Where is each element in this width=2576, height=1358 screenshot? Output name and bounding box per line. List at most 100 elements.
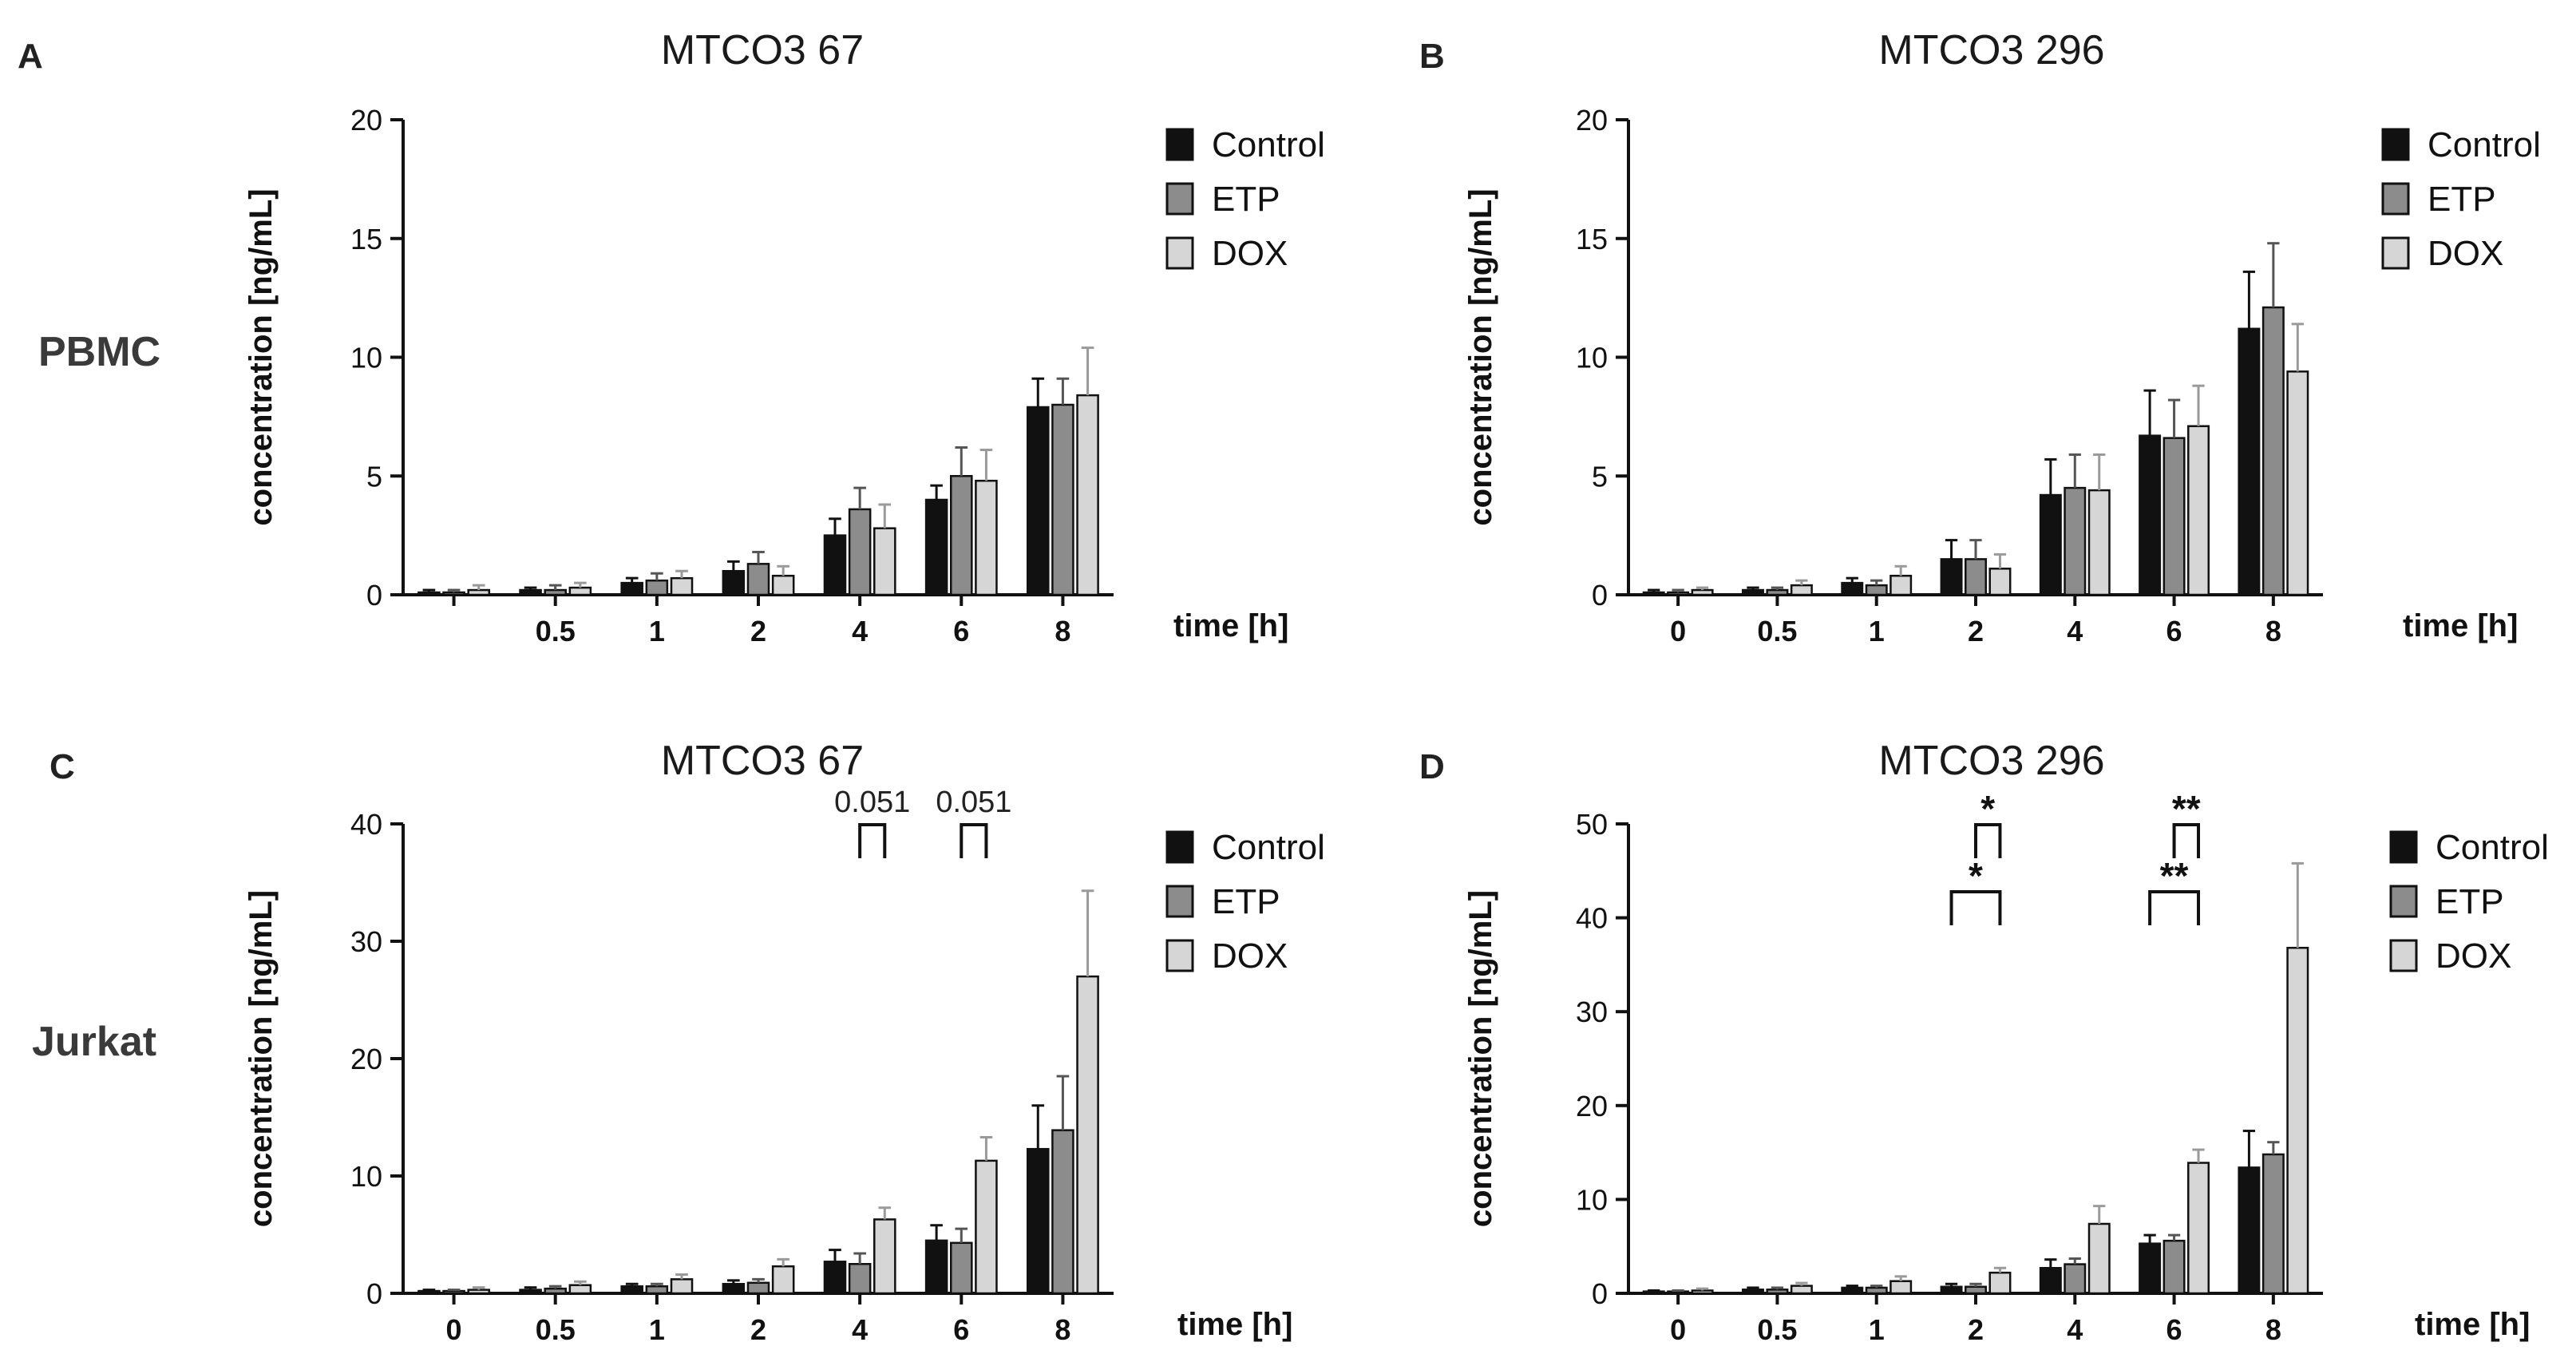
legend-swatch-dox bbox=[2389, 939, 2418, 972]
y-axis-label: concentration [ng/mL] bbox=[1463, 890, 1498, 1227]
bar-control bbox=[620, 581, 643, 596]
bar-dox bbox=[2286, 946, 2309, 1295]
bar-dox bbox=[873, 527, 896, 596]
legend-swatch-control bbox=[1165, 830, 1194, 864]
bar-control bbox=[1841, 581, 1864, 596]
bar-dox bbox=[1889, 574, 1913, 596]
significance-label: ** bbox=[2160, 855, 2189, 897]
x-tick-label: 6 bbox=[953, 1313, 969, 1346]
bar-control bbox=[2238, 327, 2261, 596]
x-tick-label: 8 bbox=[2265, 615, 2281, 647]
bar-dox bbox=[467, 1289, 491, 1295]
y-tick-label: 0 bbox=[366, 579, 382, 612]
legend-label-control: Control bbox=[1212, 125, 1325, 164]
bar-etp bbox=[1965, 558, 1987, 596]
bar-etp bbox=[746, 563, 770, 596]
legend-swatch-etp bbox=[2389, 885, 2418, 918]
legend-label-etp: ETP bbox=[2436, 882, 2504, 921]
x-tick-label: 4 bbox=[852, 1313, 868, 1346]
y-tick-label: 10 bbox=[1576, 1183, 1608, 1216]
bar-control bbox=[1741, 588, 1764, 596]
chart-title: MTCO3 296 bbox=[1878, 27, 2104, 73]
legend-label-dox: DOX bbox=[1212, 234, 1288, 273]
chart-panel-c: MTCO3 67 concentration [ng/mL] time [h] 0 10… bbox=[243, 738, 1325, 1346]
x-tick-label: 1 bbox=[649, 615, 665, 647]
bar-control bbox=[823, 1261, 847, 1295]
bar-etp bbox=[950, 475, 973, 596]
bar-etp bbox=[544, 1287, 567, 1295]
x-tick-label: 0 bbox=[1670, 615, 1686, 647]
x-axis-label: time [h] bbox=[1173, 608, 1288, 643]
x-tick-label: 6 bbox=[2166, 615, 2182, 647]
chart-panel-a: MTCO3 67 concentration [ng/mL] time [h] 0 5 1… bbox=[243, 27, 1325, 647]
x-tick-label: 0 bbox=[446, 1313, 462, 1346]
x-tick-label: 2 bbox=[750, 1313, 766, 1346]
legend-label-control: Control bbox=[1212, 828, 1325, 867]
x-tick-label: 8 bbox=[2265, 1313, 2281, 1346]
bar-etp bbox=[1766, 1289, 1789, 1295]
bar-dox bbox=[2087, 1222, 2111, 1295]
bar-etp bbox=[1865, 584, 1888, 596]
x-tick-label: 1 bbox=[649, 1313, 665, 1346]
bar-control bbox=[1940, 1285, 1963, 1295]
bar-etp bbox=[645, 579, 669, 596]
chart-panel-b: MTCO3 296 concentration [ng/mL] time [h] 0 5… bbox=[1463, 27, 2541, 647]
chart-title: MTCO3 296 bbox=[1878, 738, 2104, 784]
y-tick-label: 5 bbox=[366, 460, 382, 493]
y-axis-label: concentration [ng/mL] bbox=[243, 890, 279, 1227]
significance-bracket bbox=[2172, 823, 2201, 858]
y-tick-label: 0 bbox=[1592, 579, 1608, 612]
significance-bracket bbox=[960, 823, 988, 858]
bar-dox bbox=[670, 1278, 694, 1295]
x-axis-label: time [h] bbox=[2415, 1307, 2530, 1342]
x-tick-label: 6 bbox=[953, 615, 969, 647]
x-tick-label: 4 bbox=[2067, 615, 2083, 647]
y-tick-label: 30 bbox=[350, 925, 382, 958]
bar-dox bbox=[2286, 370, 2309, 596]
bar-dox bbox=[1988, 568, 2012, 596]
bar-dox bbox=[1691, 588, 1714, 596]
chart-panel-d: MTCO3 296 concentration [ng/mL] time [h] 0 1… bbox=[1463, 738, 2549, 1346]
legend-swatch-etp bbox=[1165, 885, 1194, 918]
y-tick-label: 40 bbox=[350, 808, 382, 841]
bar-etp bbox=[848, 508, 872, 596]
x-tick-label: 4 bbox=[852, 615, 868, 647]
bar-dox bbox=[1988, 1271, 2012, 1295]
bar-etp bbox=[1965, 1285, 1987, 1295]
bar-control bbox=[722, 1282, 746, 1295]
bar-control bbox=[1026, 1147, 1050, 1295]
significance-label: * bbox=[1980, 788, 1995, 829]
x-axis-label: time [h] bbox=[1177, 1307, 1292, 1342]
bar-control bbox=[823, 534, 847, 596]
x-tick-label: 8 bbox=[1055, 615, 1070, 647]
significance-label: ** bbox=[2172, 788, 2201, 829]
bar-dox bbox=[1076, 394, 1099, 596]
y-tick-label: 10 bbox=[350, 1160, 382, 1193]
bar-control bbox=[620, 1285, 643, 1295]
legend-swatch-dox bbox=[1165, 939, 1194, 972]
bar-etp bbox=[746, 1281, 770, 1295]
y-axis-label: concentration [ng/mL] bbox=[1463, 188, 1498, 525]
bar-dox bbox=[1889, 1280, 1913, 1295]
legend-swatch-control bbox=[2381, 128, 2410, 161]
x-tick-label: 1 bbox=[1869, 1313, 1885, 1346]
y-tick-label: 15 bbox=[350, 223, 382, 255]
chart-title: MTCO3 67 bbox=[661, 738, 864, 784]
bar-etp bbox=[848, 1263, 872, 1295]
bar-control bbox=[1940, 558, 1963, 596]
bar-etp bbox=[1667, 1290, 1690, 1295]
legend-label-dox: DOX bbox=[2436, 936, 2511, 976]
bar-control bbox=[722, 570, 746, 596]
bar-control bbox=[519, 1289, 542, 1295]
row-label-jurkat: Jurkat bbox=[32, 1019, 156, 1065]
legend-label-dox: DOX bbox=[2428, 234, 2503, 273]
y-tick-label: 10 bbox=[350, 342, 382, 374]
legend-swatch-control bbox=[2389, 830, 2418, 864]
bar-etp bbox=[2162, 1239, 2186, 1295]
x-tick-label: 0.5 bbox=[1757, 1313, 1797, 1346]
bar-dox bbox=[771, 1265, 795, 1295]
bar-dox bbox=[568, 586, 592, 596]
bar-dox bbox=[1691, 1289, 1714, 1295]
chart-title: MTCO3 67 bbox=[661, 27, 864, 73]
